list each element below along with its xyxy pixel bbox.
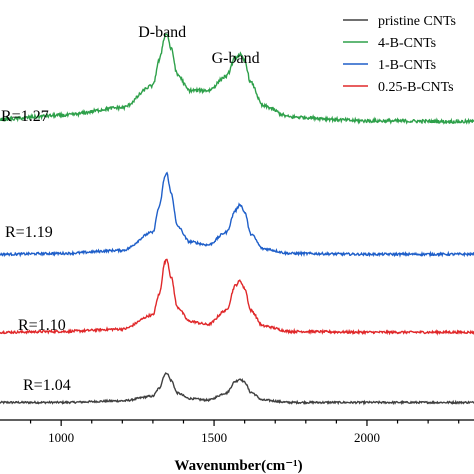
series-line-2 xyxy=(0,171,474,258)
legend-label: 0.25-B-CNTs xyxy=(378,80,454,95)
legend-label: 4-B-CNTs xyxy=(378,36,436,51)
ratio-label: R=1.19 xyxy=(5,224,53,241)
d-band-annotation: D-band xyxy=(138,24,186,41)
x-axis: 1000 1500 2000 xyxy=(0,419,474,445)
ratio-label: R=1.04 xyxy=(23,377,71,394)
ratio-label: R=1.27 xyxy=(1,108,49,125)
series-line-0 xyxy=(0,372,474,406)
series-line-1 xyxy=(0,258,474,336)
ratio-label: R=1.10 xyxy=(18,317,66,334)
ratio-labels: R=1.04 R=1.10 R=1.19 R=1.27 xyxy=(1,108,71,394)
legend-label: pristine CNTs xyxy=(378,14,456,29)
x-tick-label: 1000 xyxy=(48,430,74,445)
g-band-annotation: G-band xyxy=(212,50,260,67)
x-tick-label: 2000 xyxy=(354,430,380,445)
x-tick-label: 1500 xyxy=(201,430,227,445)
legend-label: 1-B-CNTs xyxy=(378,58,436,73)
series-line-3 xyxy=(0,33,474,125)
legend: pristine CNTs 4-B-CNTs 1-B-CNTs 0.25-B-CNTs xyxy=(343,14,456,95)
x-axis-label: Wavenumber(cm⁻¹) xyxy=(174,458,302,474)
series-group xyxy=(0,33,474,406)
